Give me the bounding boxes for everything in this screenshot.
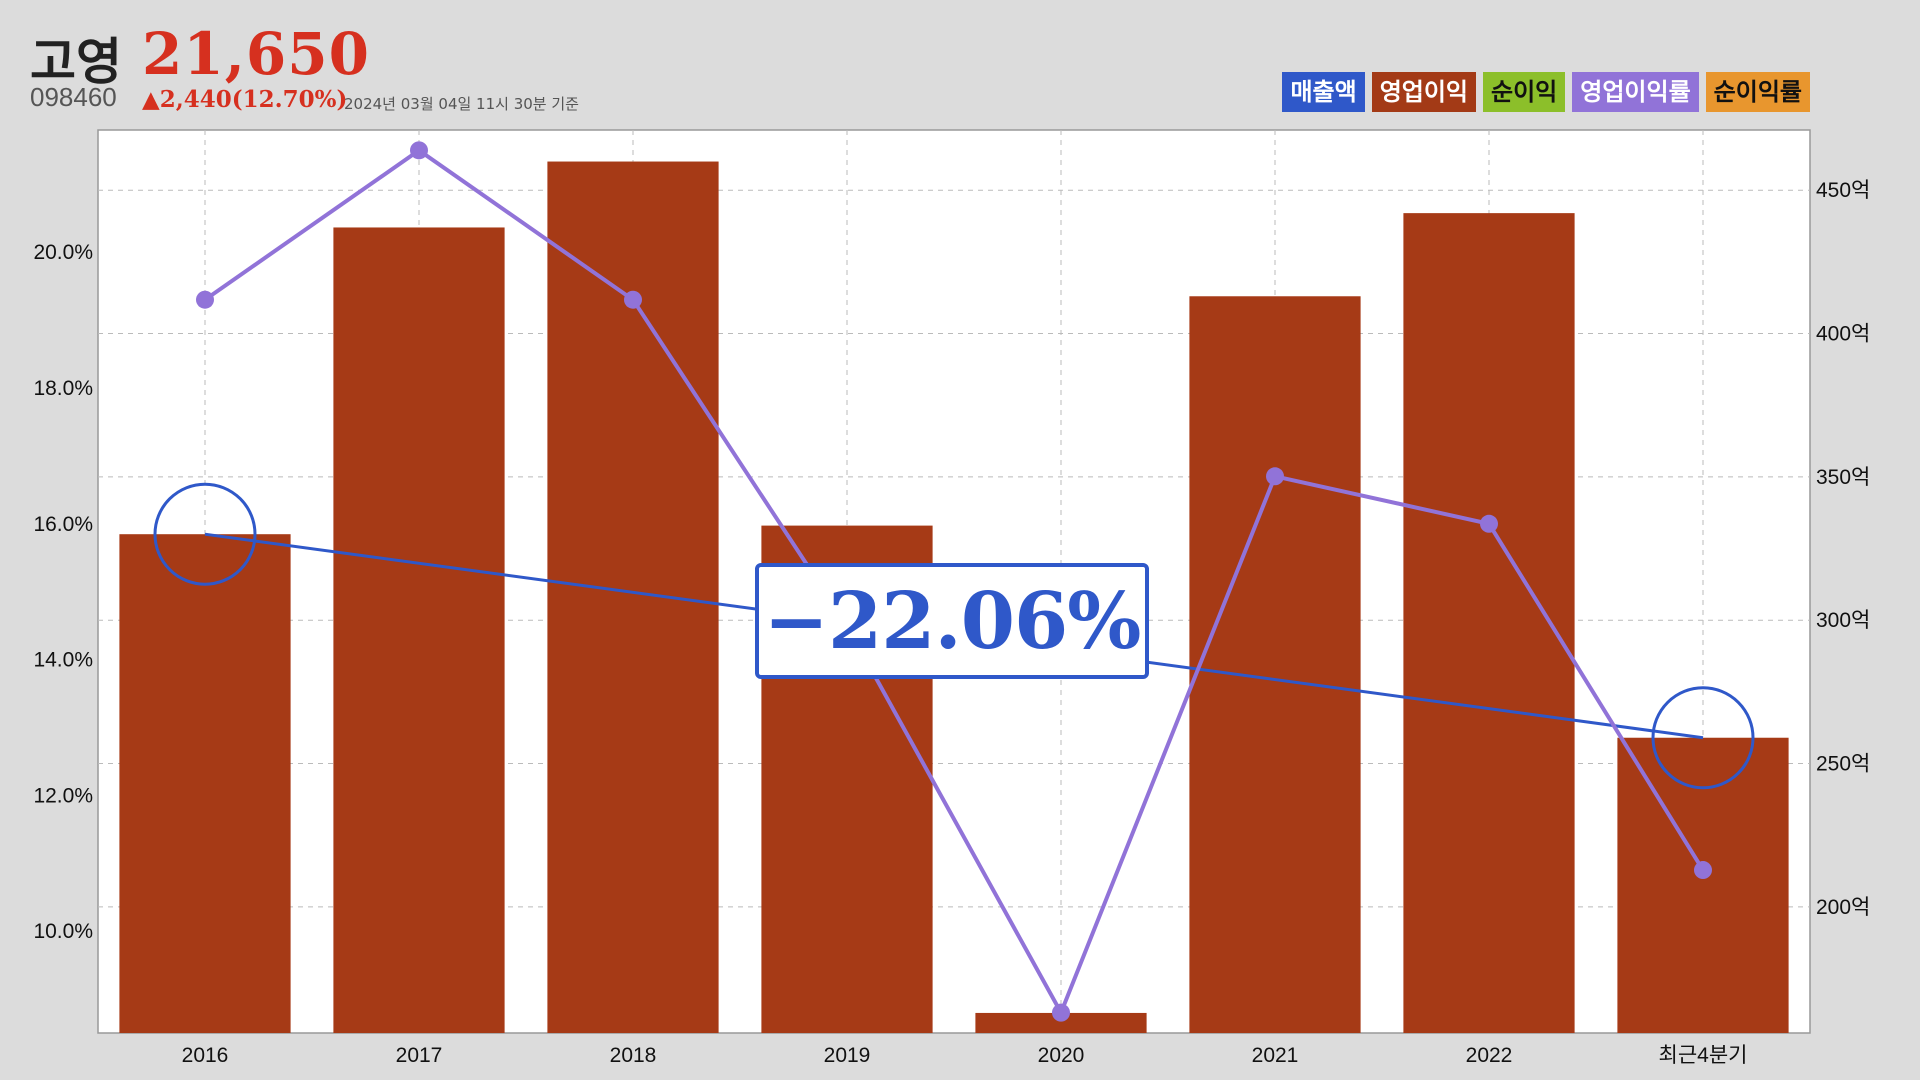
right-axis-tick-label: 300억 [1816, 609, 1870, 632]
left-axis-tick-label: 14.0% [33, 649, 93, 672]
trend-end-circle [1651, 686, 1755, 790]
x-axis-tick-label: 2017 [396, 1044, 443, 1067]
x-axis-tick-label: 2021 [1252, 1044, 1299, 1067]
operating-margin-point [624, 290, 642, 309]
x-axis-tick-label: 2020 [1038, 1044, 1085, 1067]
operating-margin-point [1052, 1003, 1070, 1022]
right-axis-tick-label: 350억 [1816, 466, 1870, 489]
as-of-timestamp: 2024년 03월 04일 11시 30분 기준 [344, 95, 579, 113]
bar-operating-profit [1617, 737, 1789, 1033]
operating-margin-point [1480, 514, 1498, 533]
margin-line-series [196, 141, 1712, 1022]
operating-margin-line [203, 147, 1705, 1018]
right-axis-tick-label: 250억 [1816, 753, 1870, 776]
axis-labels: 200억 250억 300억 350억 400억 450억 10.0% 12.0% 14.0% 1… [33, 179, 1870, 1067]
price-change: ▲2,440(12.70%) [142, 86, 348, 113]
x-axis-tick-label: 최근4분기 [1659, 1044, 1748, 1067]
legend-operating-profit[interactable]: 영업이익 [1371, 72, 1477, 112]
legend-operating-margin[interactable]: 영업이익률 [1572, 72, 1699, 112]
bar-operating-profit [1189, 296, 1361, 1033]
right-axis-tick-label: 450억 [1816, 179, 1870, 202]
left-axis-tick-label: 12.0% [33, 784, 93, 807]
bar-operating-profit [1403, 213, 1575, 1034]
x-axis-tick-label: 2016 [182, 1044, 229, 1067]
legend-revenue[interactable]: 매출액 [1282, 72, 1365, 112]
bar-operating-profit [975, 1012, 1147, 1033]
current-price: 21,650 [142, 20, 370, 88]
change-callout: −22.06% [755, 563, 1149, 679]
x-axis-tick-label: 2022 [1466, 1044, 1513, 1067]
operating-margin-point [1694, 861, 1712, 880]
left-axis-tick-label: 18.0% [33, 377, 93, 400]
x-axis-tick-label: 2018 [610, 1044, 657, 1067]
x-axis-tick-label: 2019 [824, 1044, 871, 1067]
trend-start-circle [153, 482, 257, 586]
left-axis-tick-label: 10.0% [33, 920, 93, 943]
company-name: 고영 [30, 33, 122, 91]
bar-operating-profit [119, 534, 291, 1033]
right-axis-tick-label: 400억 [1816, 323, 1870, 346]
stock-code: 098460 [30, 82, 117, 112]
legend-net-margin[interactable]: 순이익률 [1705, 72, 1810, 112]
legend-net-income[interactable]: 순이익 [1483, 72, 1566, 112]
left-axis-tick-label: 20.0% [33, 241, 93, 264]
operating-margin-point [196, 290, 214, 309]
left-axis-tick-label: 16.0% [33, 513, 93, 536]
right-axis-tick-label: 200억 [1816, 896, 1870, 919]
bar-operating-profit [333, 227, 505, 1033]
chart-legend: 매출액 영업이익 순이익 영업이익률 순이익률 [1282, 72, 1810, 112]
operating-margin-point [410, 141, 428, 160]
operating-margin-point [1266, 467, 1284, 486]
